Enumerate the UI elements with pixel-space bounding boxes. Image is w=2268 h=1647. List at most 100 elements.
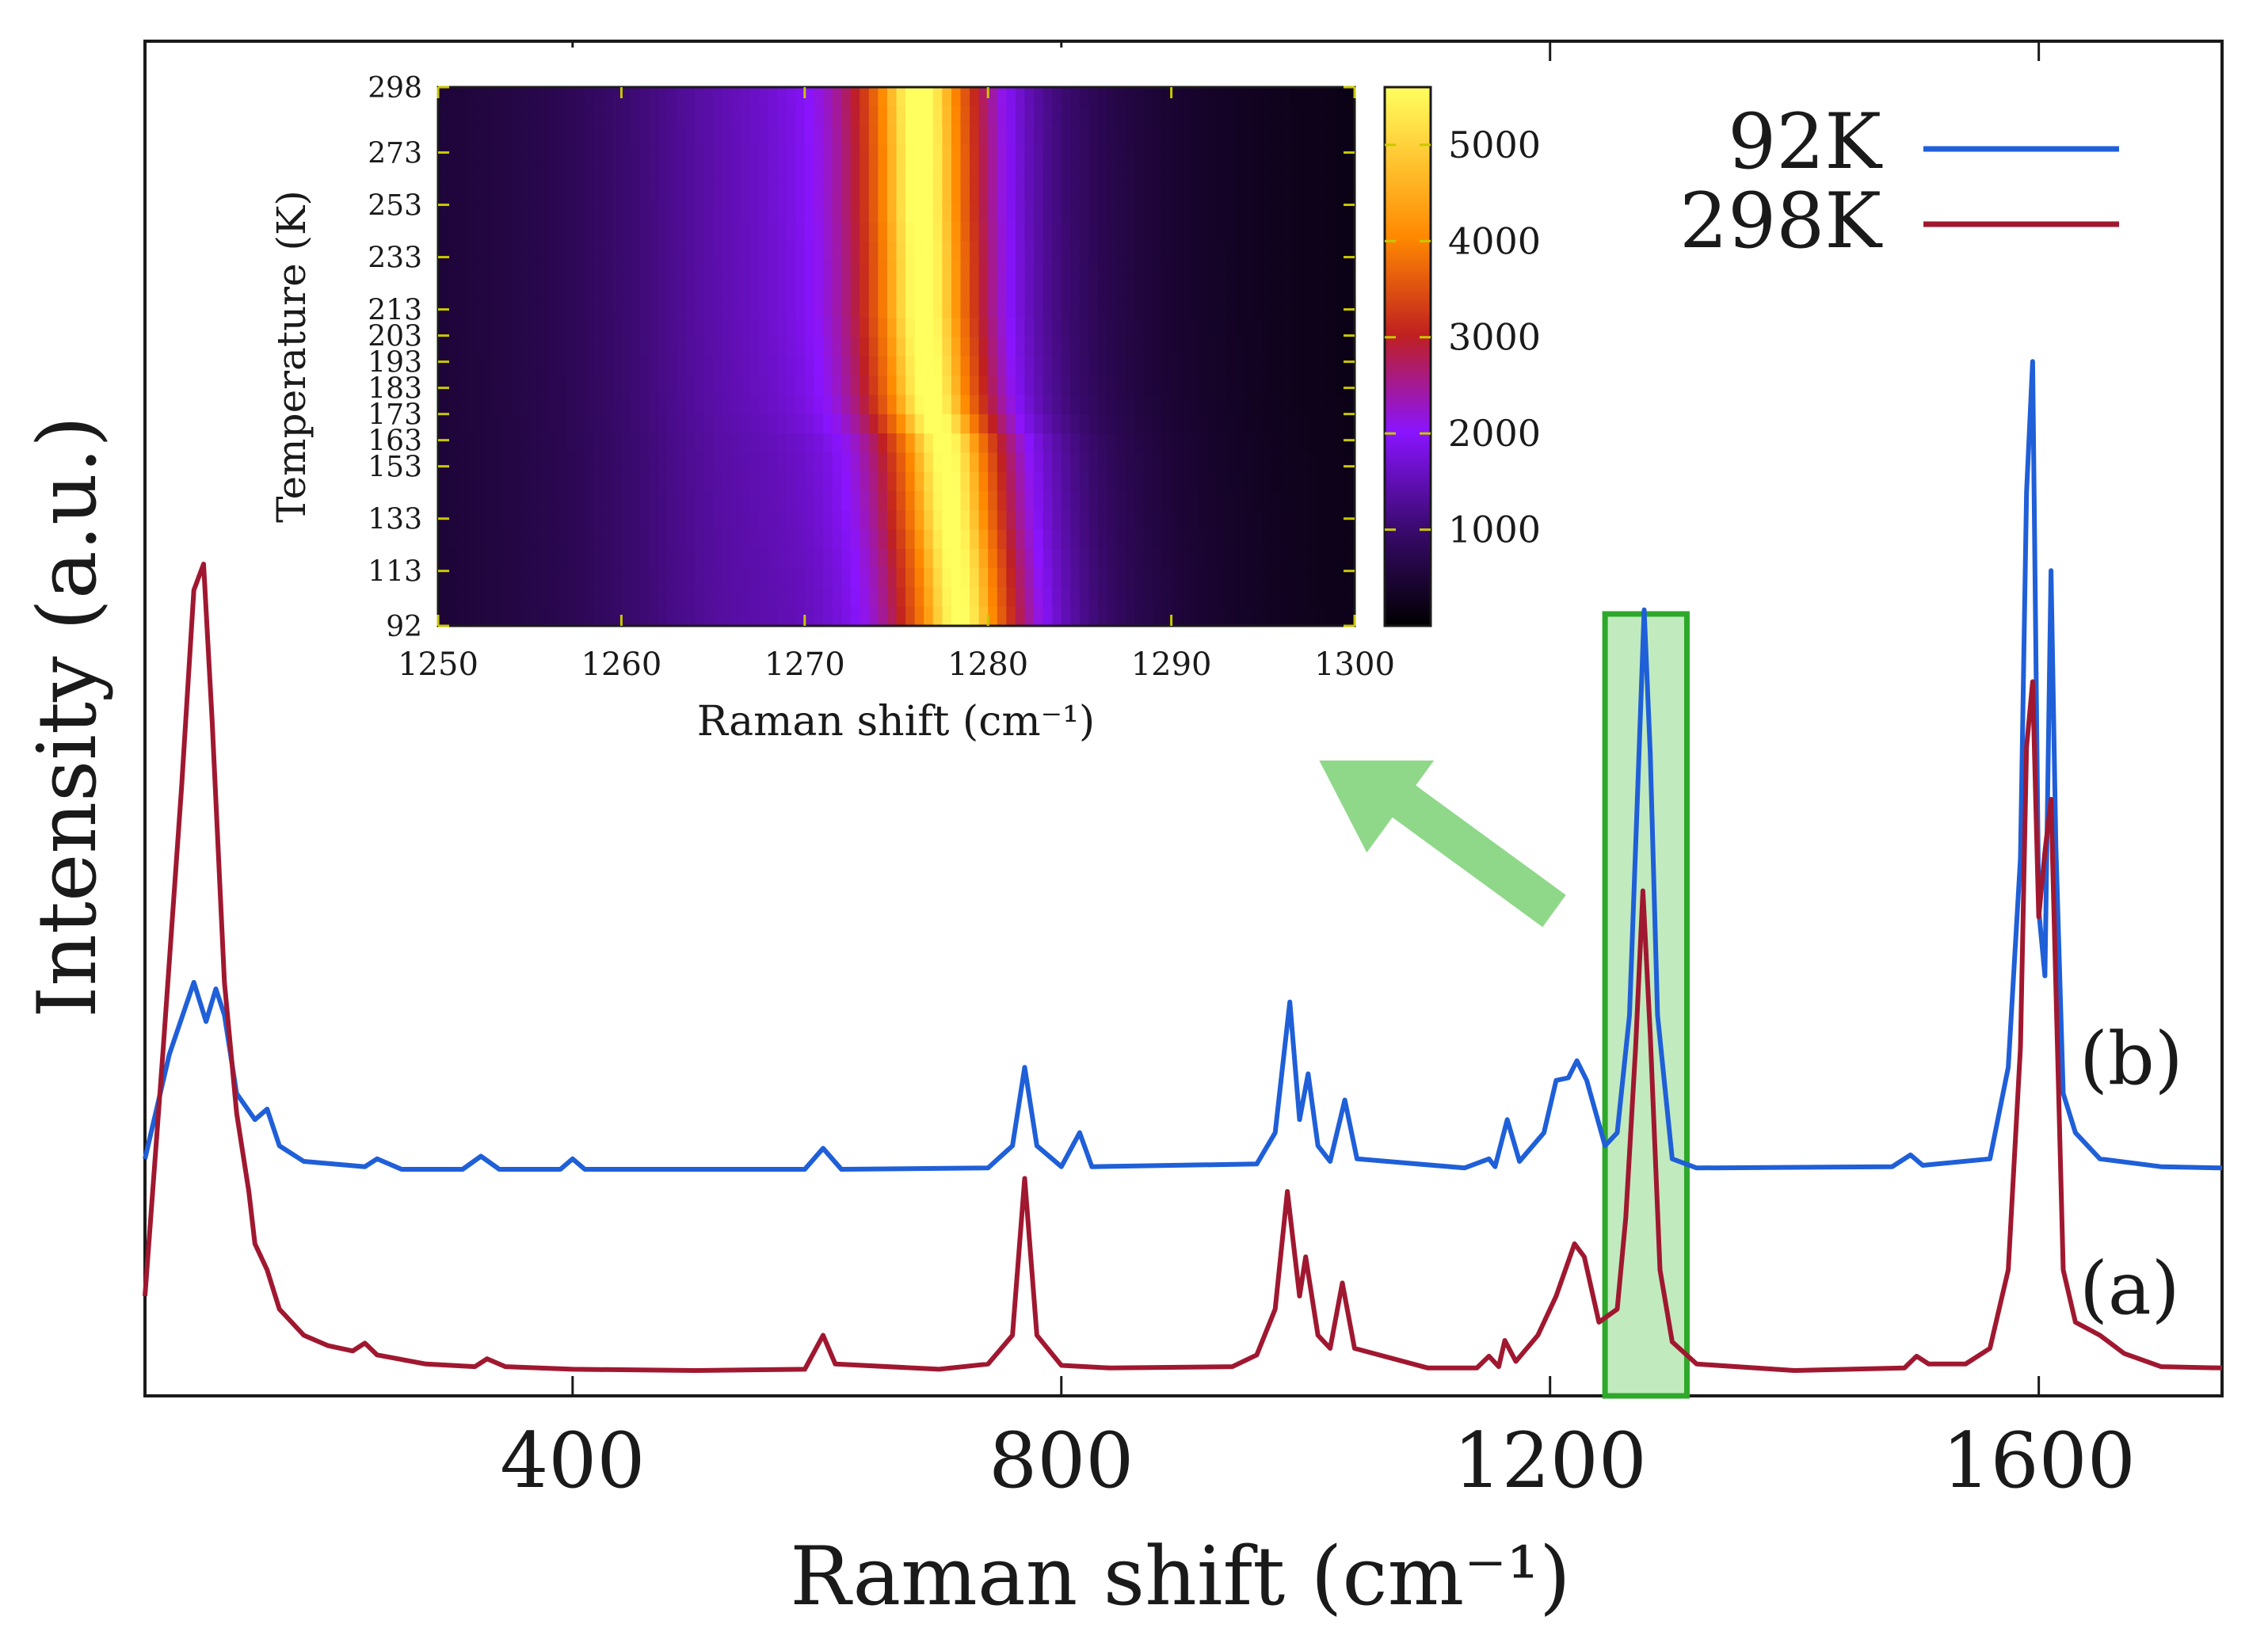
heatmap-cell xyxy=(1134,279,1145,299)
heatmap-cell xyxy=(878,510,888,531)
heatmap-cell xyxy=(539,318,549,338)
heatmap-cell xyxy=(988,260,998,280)
heatmap-cell xyxy=(1217,433,1227,454)
heatmap-cell xyxy=(1162,568,1172,589)
heatmap-cell xyxy=(1207,318,1218,338)
heatmap-cell xyxy=(1345,260,1355,280)
heatmap-cell xyxy=(575,144,585,165)
heatmap-cell xyxy=(1217,125,1227,146)
heatmap-cell xyxy=(639,568,650,589)
heatmap-cell xyxy=(1116,395,1126,415)
heatmap-cell xyxy=(768,510,778,531)
heatmap-cell xyxy=(731,299,741,319)
heatmap-cell xyxy=(896,606,906,627)
heatmap-cell xyxy=(1171,144,1181,165)
heatmap-cell xyxy=(914,144,924,165)
heatmap-cell xyxy=(593,106,604,127)
heatmap-cell xyxy=(749,106,760,127)
heatmap-cell xyxy=(978,395,989,415)
heatmap-cell xyxy=(1079,452,1090,473)
heatmap-cell xyxy=(1309,491,1319,511)
heatmap-cell xyxy=(1006,144,1016,165)
heatmap-cell xyxy=(768,356,778,376)
heatmap-cell xyxy=(868,395,879,415)
heatmap-cell xyxy=(841,529,852,550)
heatmap-cell xyxy=(988,510,998,531)
heatmap-cell xyxy=(1199,510,1209,531)
heatmap-cell xyxy=(703,144,714,165)
heatmap-cell xyxy=(860,568,870,589)
heatmap-cell xyxy=(841,491,852,511)
heatmap-cell xyxy=(1309,548,1319,569)
heatmap-cell xyxy=(667,606,677,627)
heatmap-cell xyxy=(886,337,898,357)
heatmap-cell xyxy=(456,144,467,165)
heatmap-cell xyxy=(740,183,750,204)
heatmap-cell xyxy=(997,510,1007,531)
heatmap-cell xyxy=(1290,106,1301,127)
heatmap-cell xyxy=(1079,222,1090,242)
heatmap-cell xyxy=(1226,299,1237,319)
heatmap-cell xyxy=(1125,202,1135,223)
heatmap-cell xyxy=(914,125,924,146)
main-x-tick-label: 1600 xyxy=(1942,1416,2135,1505)
heatmap-cell xyxy=(566,222,577,242)
heatmap-cell xyxy=(593,510,604,531)
heatmap-y-tick-label: 133 xyxy=(368,504,422,536)
heatmap-cell xyxy=(795,356,806,376)
heatmap-cell xyxy=(1098,395,1108,415)
heatmap-cell xyxy=(1299,222,1309,242)
heatmap-cell xyxy=(1098,491,1108,511)
heatmap-cell xyxy=(951,318,962,338)
heatmap-cell xyxy=(1180,606,1191,627)
heatmap-cell xyxy=(703,183,714,204)
heatmap-cell xyxy=(924,606,934,627)
heatmap-cell xyxy=(758,299,769,319)
heatmap-cell xyxy=(703,510,714,531)
main-x-tick-label: 1200 xyxy=(1454,1416,1647,1505)
heatmap-cell xyxy=(978,241,989,261)
heatmap-cell xyxy=(621,433,631,454)
heatmap-cell xyxy=(557,356,567,376)
heatmap-cell xyxy=(777,376,787,396)
heatmap-cell xyxy=(1245,414,1255,434)
heatmap-cell xyxy=(1034,318,1044,338)
heatmap-cell xyxy=(1281,356,1291,376)
heatmap-cell xyxy=(447,356,457,376)
heatmap-cell xyxy=(1217,87,1227,107)
heatmap-cell xyxy=(520,318,531,338)
heatmap-cell xyxy=(557,548,567,569)
highlight-region xyxy=(1602,611,1690,1399)
heatmap-cell xyxy=(694,568,705,589)
heatmap-cell xyxy=(832,452,842,473)
heatmap-cell xyxy=(676,452,686,473)
heatmap-cell xyxy=(1052,414,1062,434)
heatmap-cell xyxy=(1079,279,1090,299)
heatmap-cell xyxy=(1327,433,1337,454)
heatmap-cell xyxy=(1189,376,1199,396)
heatmap-cell xyxy=(731,87,741,107)
heatmap-cell xyxy=(1309,356,1319,376)
heatmap-cell xyxy=(1143,414,1154,434)
heatmap-cell xyxy=(685,241,696,261)
heatmap-cell xyxy=(822,376,833,396)
heatmap-cell xyxy=(1345,106,1355,127)
heatmap-cell xyxy=(1043,318,1053,338)
heatmap-cell xyxy=(786,87,796,107)
heatmap-cell xyxy=(832,299,842,319)
heatmap-cell xyxy=(978,568,989,589)
heatmap-cell xyxy=(621,299,631,319)
heatmap-cell xyxy=(520,87,531,107)
heatmap-cell xyxy=(822,318,833,338)
heatmap-cell xyxy=(703,318,714,338)
heatmap-cell xyxy=(483,356,494,376)
heatmap-cell xyxy=(612,279,622,299)
heatmap-cell xyxy=(1088,222,1099,242)
heatmap-cell xyxy=(1253,356,1264,376)
heatmap-cell xyxy=(804,587,814,608)
heatmap-cell xyxy=(1226,241,1237,261)
heatmap-cell xyxy=(1034,356,1044,376)
heatmap-cell xyxy=(1317,510,1328,531)
heatmap-cell xyxy=(1317,299,1328,319)
heatmap-cell xyxy=(1107,106,1117,127)
